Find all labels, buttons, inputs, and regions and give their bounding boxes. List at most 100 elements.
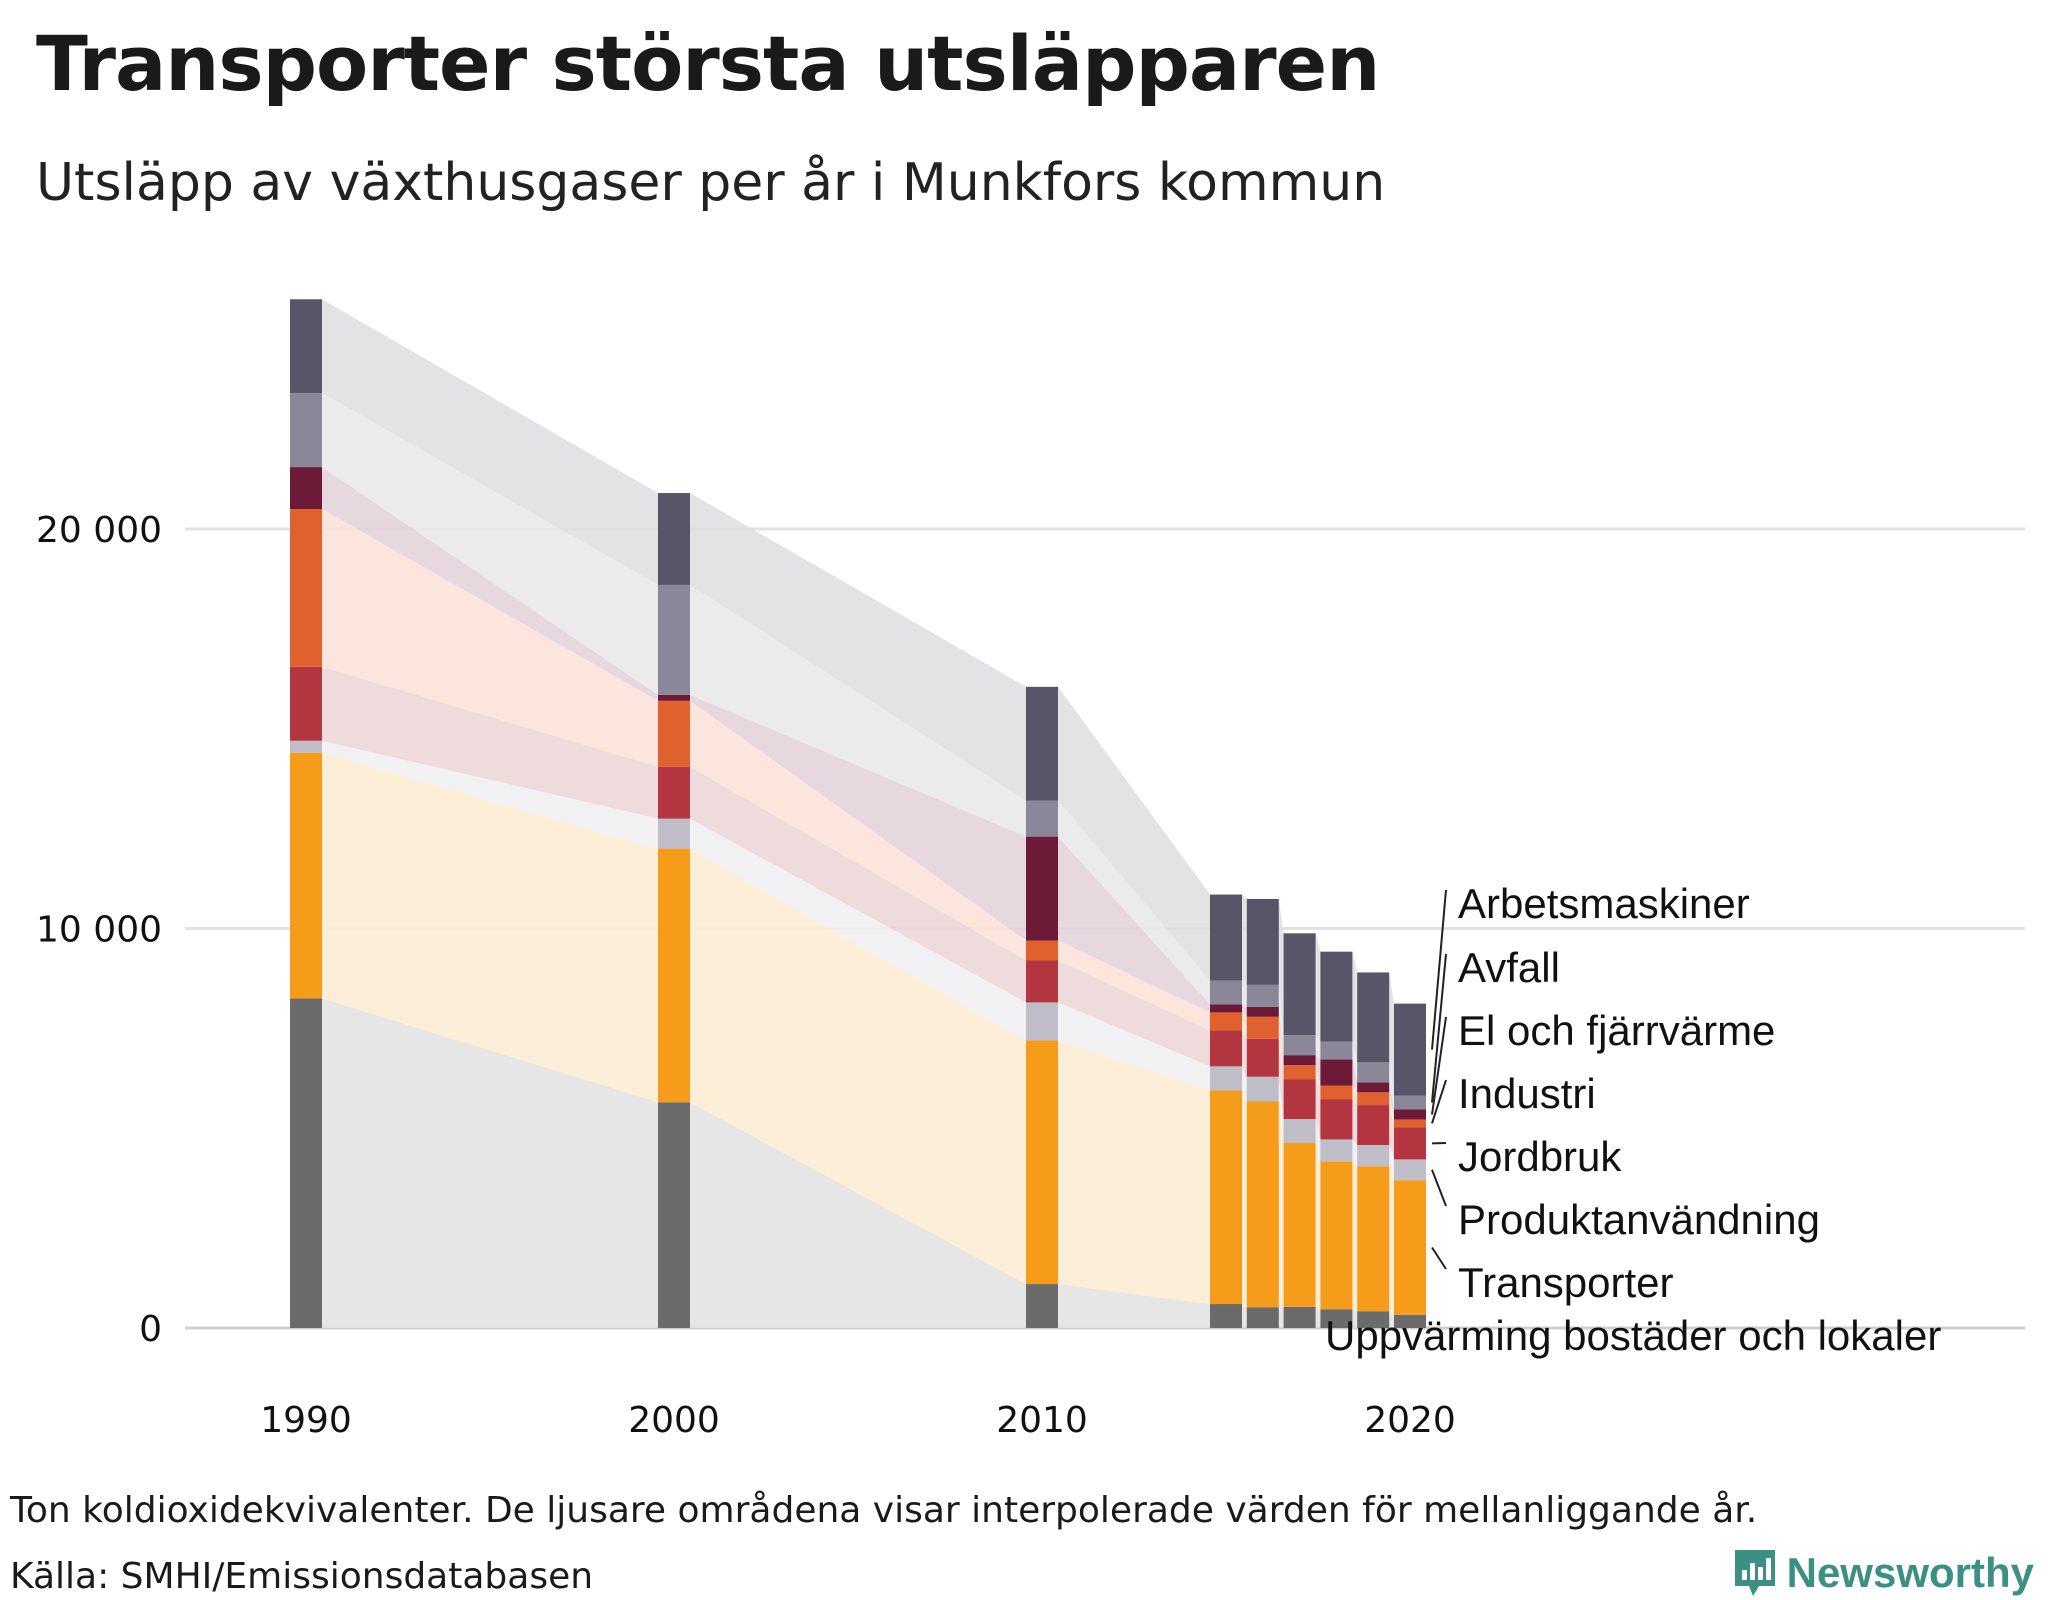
leader-line [1431, 1246, 1447, 1270]
interpolated-area [1058, 1002, 1210, 1091]
interpolated-area [1352, 1041, 1358, 1083]
interpolated-area [322, 740, 658, 849]
bar-segment [1210, 1004, 1242, 1013]
bar-segment [1283, 933, 1316, 1036]
interpolated-area [1278, 1101, 1284, 1308]
legend-entry: Produktanvändning [1458, 1196, 1820, 1243]
axes: 0 10 000 20 000 1990 2000 2010 2020 [36, 510, 1456, 1441]
y-tick-label: 20 000 [36, 510, 162, 551]
interpolated-area [1058, 1040, 1210, 1305]
brand-logo[interactable]: Newsworthy [1733, 1548, 2034, 1598]
bar-segment [658, 766, 690, 819]
legend-entry: El och fjärrvärme [1458, 1007, 1775, 1054]
interpolated-area [690, 700, 1026, 961]
newsworthy-logo-icon [1734, 1550, 1775, 1596]
bar-segment [1246, 898, 1279, 985]
interpolated-area [322, 393, 658, 695]
interpolated-area [690, 493, 1026, 801]
leader-line [1431, 889, 1447, 1050]
chart-title: Transporter största utsläpparen [36, 19, 1380, 108]
interpolated-area [1315, 1119, 1321, 1162]
bar-segment [290, 740, 322, 753]
bar-segment [1283, 1055, 1316, 1066]
interpolated-area [1058, 940, 1210, 1031]
chart-note: Ton koldioxidekvivalenter. De ljusare om… [10, 1490, 1758, 1531]
interpolated-area [1352, 951, 1358, 1063]
x-tick-label: 1990 [260, 1400, 352, 1441]
bar-segment [290, 299, 322, 394]
stacked-bar-chart: 0 10 000 20 000 1990 2000 2010 2020 Uppvärming… [36, 299, 2025, 1441]
bar-segment [290, 998, 322, 1328]
interpolated-area [322, 666, 658, 819]
bar-segment [1394, 1180, 1426, 1315]
bar-segment [658, 818, 690, 849]
bar-segment [1357, 1105, 1390, 1146]
bar-segment [290, 666, 322, 741]
bar-segment [290, 752, 322, 999]
bar-segment [1026, 1284, 1058, 1328]
legend-entry: Avfall [1458, 944, 1560, 991]
legend-entry: Jordbruk [1458, 1133, 1622, 1180]
bar-segment [1394, 1109, 1426, 1120]
bar-segment [658, 700, 690, 767]
legend-entry: Uppvärming bostäder och lokaler [1325, 1312, 1941, 1359]
interpolated-areas [322, 299, 1394, 1328]
bar-segment [1320, 1041, 1353, 1060]
interpolated-area [1389, 1105, 1394, 1160]
interpolated-area [1242, 1012, 1247, 1039]
bar-segment [1320, 1059, 1353, 1086]
bar-segment [1246, 984, 1279, 1007]
interpolated-area [1242, 980, 1247, 1007]
interpolated-area [1058, 960, 1210, 1067]
interpolated-area [1389, 1082, 1394, 1120]
bar-segment [1246, 1016, 1279, 1039]
interpolated-area [1058, 1284, 1210, 1328]
interpolated-area [690, 694, 1026, 941]
bar-segment [1320, 1139, 1353, 1162]
interpolated-area [1389, 1062, 1394, 1110]
bar-segment [1320, 1161, 1353, 1310]
interpolated-area [1278, 1016, 1284, 1080]
interpolated-area [1352, 1085, 1358, 1106]
bar-segment [1026, 1002, 1058, 1041]
chart-source: Källa: SMHI/Emissionsdatabasen [10, 1556, 594, 1597]
interpolated-area [1315, 1306, 1321, 1328]
interpolated-area [1389, 1145, 1394, 1181]
y-tick-label: 10 000 [36, 910, 162, 951]
interpolated-area [322, 752, 658, 1103]
interpolated-area [1242, 1004, 1247, 1017]
interpolated-area [690, 1102, 1026, 1328]
interpolated-area [1315, 1035, 1321, 1060]
interpolated-area [1242, 1066, 1247, 1102]
interpolated-area [1352, 1161, 1358, 1312]
bar-segment [1026, 800, 1058, 837]
interpolated-area [1242, 1090, 1247, 1308]
interpolated-area [1352, 1309, 1358, 1328]
bar-segment [1320, 1309, 1353, 1328]
brand-name: Newsworthy [1786, 1549, 2034, 1596]
interpolated-area [1389, 972, 1394, 1096]
bar-segment [1210, 894, 1242, 981]
x-tick-label: 2000 [628, 1400, 720, 1441]
bar-segment [658, 584, 690, 695]
bar-segment [1283, 1143, 1316, 1307]
interpolated-area [1352, 1139, 1358, 1167]
interpolated-area [1058, 836, 1210, 1013]
leader-line [1431, 1016, 1447, 1115]
bar-segment [1210, 1066, 1242, 1091]
interpolated-area [690, 848, 1026, 1285]
bar-segment [658, 848, 690, 1103]
bar-segment [1026, 836, 1058, 941]
interpolated-area [1278, 898, 1284, 1036]
interpolated-area [1242, 1030, 1247, 1077]
x-tick-label: 2010 [996, 1400, 1088, 1441]
bar-segment [1357, 1166, 1390, 1312]
bar-segment [1394, 1119, 1426, 1128]
bar-segment [1320, 951, 1353, 1042]
bar-segment [1246, 1307, 1279, 1328]
legend-entry: Transporter [1458, 1259, 1674, 1306]
bar-segment [1357, 1145, 1390, 1167]
leader-line [1431, 953, 1447, 1103]
bar-segment [1026, 1040, 1058, 1285]
interpolated-area [1352, 1099, 1358, 1146]
